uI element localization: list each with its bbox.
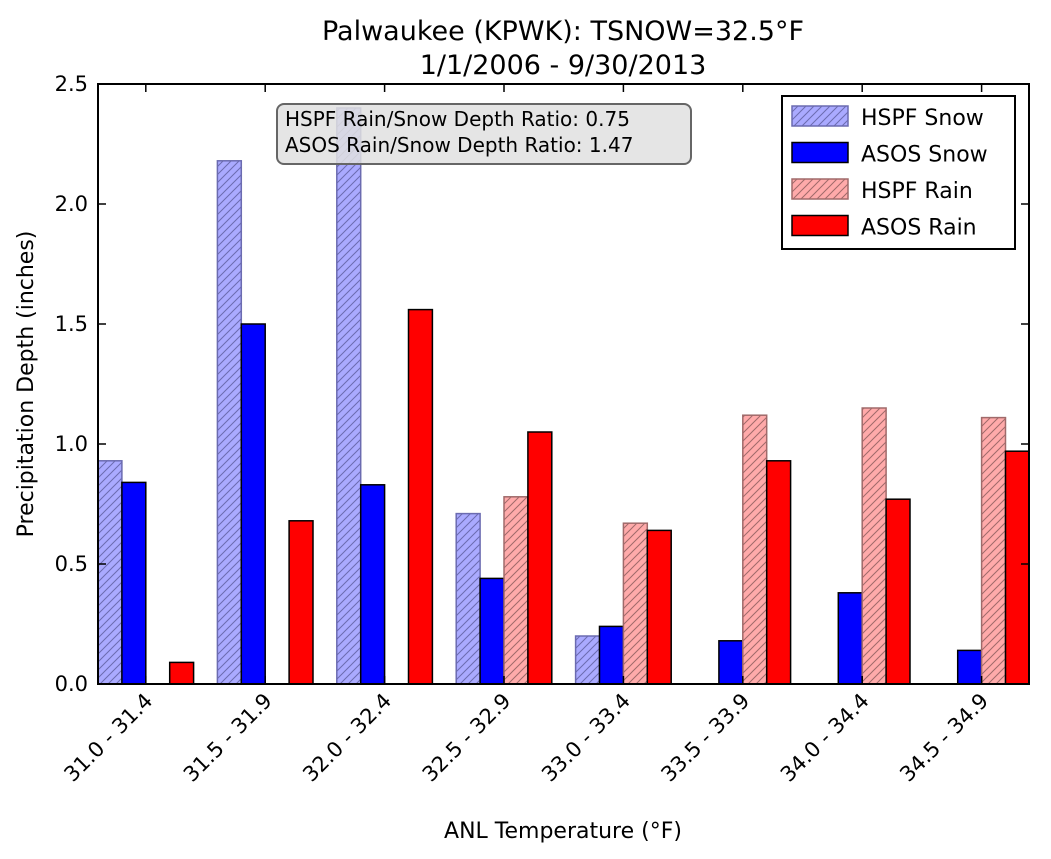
y-tick-label: 1.5 <box>55 312 88 336</box>
legend-label-asos-snow: ASOS Snow <box>861 143 988 168</box>
ratio-annotation: HSPF Rain/Snow Depth Ratio: 0.75 ASOS Ra… <box>276 103 692 165</box>
bar-asos-snow-0 <box>121 481 147 684</box>
legend-label-hspf-rain: HSPF Rain <box>861 179 973 204</box>
bar-hspf-snow-0 <box>98 460 123 684</box>
legend-swatch-asos-snow <box>791 141 849 164</box>
bar-asos-rain-4 <box>646 529 672 684</box>
bar-hspf-rain-3 <box>503 496 529 684</box>
bar-hspf-snow-1 <box>216 160 243 684</box>
x-tick-label: 33.5 - 33.9 <box>656 689 754 787</box>
y-tick-label: 0.0 <box>55 672 88 696</box>
ratio-annotation-box <box>276 103 692 165</box>
legend-swatch-hspf-rain <box>791 178 849 200</box>
bar-asos-rain-3 <box>527 431 553 684</box>
bar-hspf-rain-7 <box>980 416 1007 684</box>
bar-hspf-snow-3 <box>455 512 481 684</box>
bar-asos-rain-0 <box>168 661 195 684</box>
chart-title: Palwaukee (KPWK): TSNOW=32.5°F <box>322 16 804 47</box>
legend-swatch-hspf-snow <box>791 105 849 127</box>
bar-asos-snow-7 <box>956 649 983 684</box>
bar-hspf-snow-2 <box>336 107 362 684</box>
x-axis-title: ANL Temperature (°F) <box>444 819 682 844</box>
x-tick-label: 33.0 - 33.4 <box>537 689 635 787</box>
bar-asos-snow-4 <box>598 625 625 684</box>
bar-asos-snow-6 <box>837 592 863 684</box>
y-tick-label: 2.5 <box>55 72 88 96</box>
legend-swatch-asos-rain <box>791 214 849 237</box>
chart-subtitle: 1/1/2006 - 9/30/2013 <box>420 50 707 81</box>
y-tick-label: 1.0 <box>55 432 88 456</box>
x-tick-label: 34.0 - 34.4 <box>776 689 874 787</box>
x-tick-label: 32.5 - 32.9 <box>418 689 516 787</box>
y-tick-label: 2.0 <box>55 192 88 216</box>
bar-asos-snow-5 <box>718 640 744 684</box>
bar-asos-snow-1 <box>240 323 266 684</box>
bar-asos-rain-7 <box>1004 450 1029 684</box>
x-tick-label: 34.5 - 34.9 <box>895 689 993 787</box>
bar-asos-rain-5 <box>765 460 792 684</box>
y-tick-label: 0.5 <box>55 552 88 576</box>
bar-asos-rain-2 <box>407 308 434 684</box>
x-tick-label: 32.0 - 32.4 <box>298 689 396 787</box>
plot-frame <box>97 83 1030 685</box>
bars-layer <box>98 107 1029 684</box>
legend-label-hspf-snow: HSPF Snow <box>861 106 984 131</box>
bar-asos-rain-1 <box>288 520 314 684</box>
bar-asos-snow-3 <box>479 577 505 684</box>
bar-hspf-rain-6 <box>861 407 887 684</box>
x-tick-label: 31.0 - 31.4 <box>59 689 157 787</box>
bar-hspf-rain-5 <box>742 414 768 684</box>
bar-asos-rain-6 <box>885 498 911 684</box>
ratio-annotation-line-2: ASOS Rain/Snow Depth Ratio: 1.47 <box>285 133 633 157</box>
legend-label-asos-rain: ASOS Rain <box>861 216 977 241</box>
bar-hspf-snow-4 <box>574 635 601 684</box>
x-tick-label: 31.5 - 31.9 <box>179 689 277 787</box>
legend: HSPF Snow ASOS Snow HSPF Rain ASOS Rain <box>781 95 1016 250</box>
bar-hspf-rain-4 <box>622 522 649 684</box>
ratio-annotation-line-1: HSPF Rain/Snow Depth Ratio: 0.75 <box>285 107 630 131</box>
y-axis-title: Precipitation Depth (inches) <box>14 231 39 538</box>
bar-asos-snow-2 <box>359 484 386 684</box>
